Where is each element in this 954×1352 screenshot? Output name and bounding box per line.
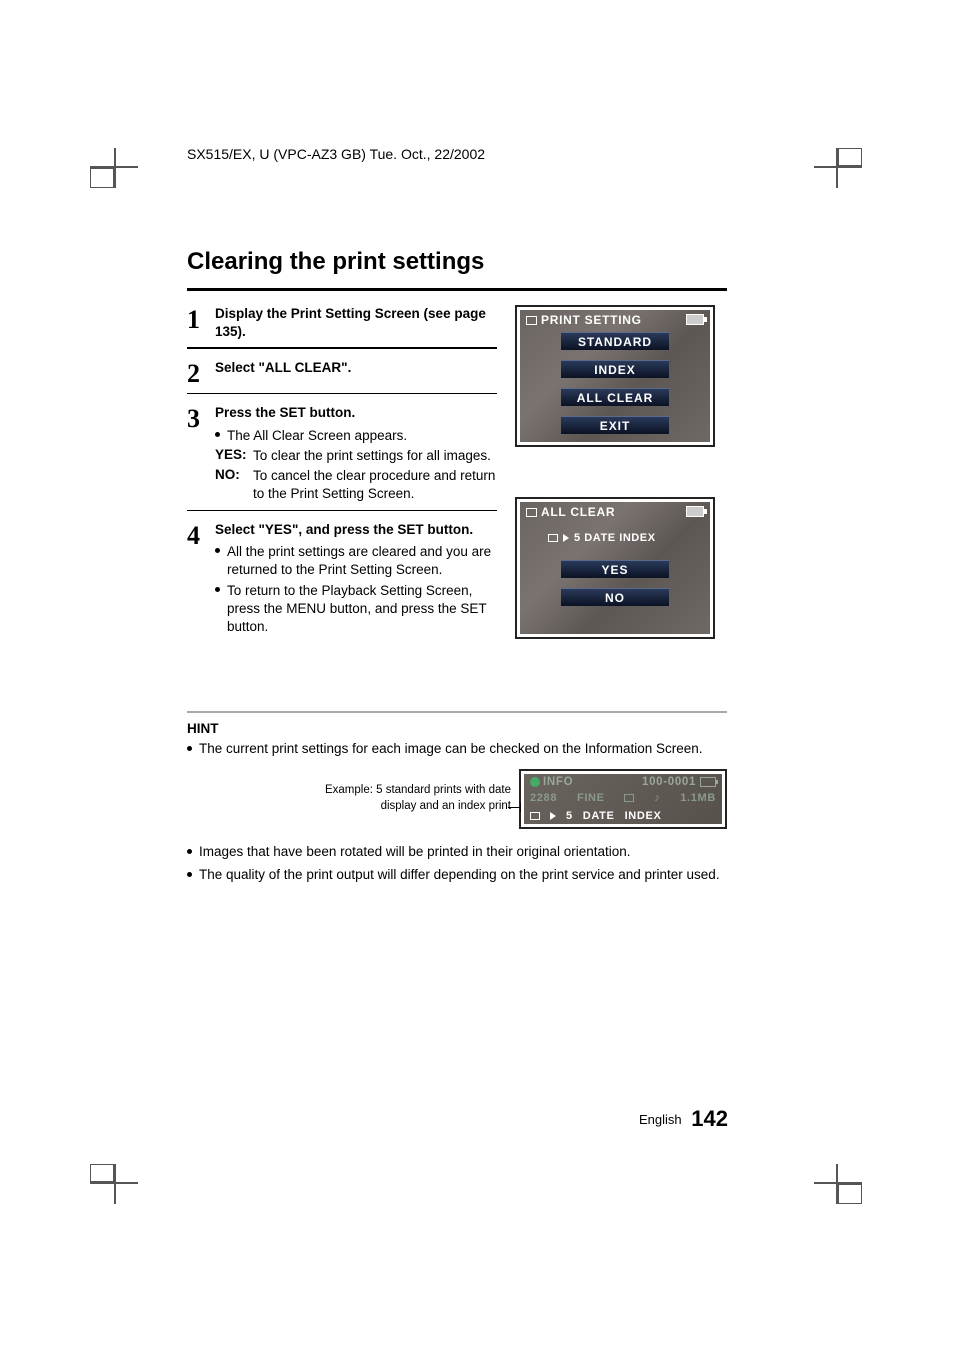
menu-exit: EXIT xyxy=(561,416,669,434)
battery-icon xyxy=(686,506,704,517)
info-fileno: 100-0001 xyxy=(642,776,696,788)
menu-index: INDEX xyxy=(561,360,669,378)
step-4-title: Select "YES", and press the SET button. xyxy=(215,521,497,539)
print-icon xyxy=(526,508,537,517)
lcd1-title: PRINT SETTING xyxy=(541,313,642,327)
no-text: To cancel the clear procedure and return… xyxy=(253,467,497,503)
info-top-row: INFO 100-0001 xyxy=(530,776,716,788)
lcd-info: INFO 100-0001 2288 FINE ♪ 1.1MB 5 xyxy=(519,769,727,829)
step-4-b1: All the print settings are cleared and y… xyxy=(227,544,491,577)
hint-rule xyxy=(187,711,727,713)
lcd2-info-row: 5 DATE INDEX xyxy=(548,532,656,544)
print-icon xyxy=(530,812,540,820)
info-icon xyxy=(530,777,540,787)
leader-line xyxy=(508,807,520,808)
hint-item: The quality of the print output will dif… xyxy=(187,866,727,885)
step-1-title: Display the Print Setting Screen (see pa… xyxy=(215,305,497,341)
step-3-no: NO: To cancel the clear procedure and re… xyxy=(215,467,497,503)
hint-3: The quality of the print output will dif… xyxy=(199,867,720,882)
footer-lang: English xyxy=(639,1112,682,1127)
running-header: SX515/EX, U (VPC-AZ3 GB) Tue. Oct., 22/2… xyxy=(187,146,485,162)
print-icon xyxy=(526,316,537,325)
step-2-title: Select "ALL CLEAR". xyxy=(215,359,497,377)
info-bot-row: 5 DATE INDEX xyxy=(530,810,682,822)
hint-1: The current print settings for each imag… xyxy=(199,741,703,756)
crop-mark-tr xyxy=(814,148,862,188)
page-footer: English 142 xyxy=(639,1106,728,1132)
info-caption-2: display and an index print xyxy=(325,799,511,815)
page-title: Clearing the print settings xyxy=(187,248,727,276)
step-1: 1 Display the Print Setting Screen (see … xyxy=(187,305,497,341)
step-3-title: Press the SET button. xyxy=(215,404,497,422)
menu-all-clear: ALL CLEAR xyxy=(561,388,669,406)
info-qual: FINE xyxy=(577,792,605,804)
step-4: 4 Select "YES", and press the SET button… xyxy=(187,521,497,638)
info-caption: Example: 5 standard prints with date dis… xyxy=(325,783,511,814)
step-rule xyxy=(187,347,497,349)
battery-icon xyxy=(700,777,716,787)
title-rule xyxy=(187,288,727,291)
step-4-b2: To return to the Playback Setting Screen… xyxy=(227,583,486,634)
hint-item: The current print settings for each imag… xyxy=(187,740,727,759)
footer-page: 142 xyxy=(691,1106,728,1131)
step-number: 4 xyxy=(187,521,215,549)
hint-2: Images that have been rotated will be pr… xyxy=(199,844,631,859)
step-number: 2 xyxy=(187,359,215,387)
step-rule xyxy=(187,510,497,512)
play-icon xyxy=(550,812,556,820)
hint-item: Images that have been rotated will be pr… xyxy=(187,843,727,862)
step-2: 2 Select "ALL CLEAR". xyxy=(187,359,497,387)
info-label-text: INFO xyxy=(543,776,573,788)
lcd1-title-row: PRINT SETTING xyxy=(526,313,642,327)
step-number: 1 xyxy=(187,305,215,333)
flash-icon xyxy=(624,794,634,802)
crop-mark-br xyxy=(814,1164,862,1204)
hint-label: HINT xyxy=(187,721,727,736)
lcd2-title: ALL CLEAR xyxy=(541,505,615,519)
info-mid-row: 2288 FINE ♪ 1.1MB xyxy=(530,792,716,804)
menu-standard: STANDARD xyxy=(561,332,669,350)
menu-no: NO xyxy=(561,588,669,606)
yes-text: To clear the print settings for all imag… xyxy=(253,447,497,465)
battery-icon xyxy=(686,314,704,325)
info-date: DATE xyxy=(583,810,615,822)
lcd2-title-row: ALL CLEAR xyxy=(526,505,615,519)
yes-label: YES: xyxy=(215,447,253,465)
print-icon xyxy=(548,534,558,542)
crop-mark-tl xyxy=(90,148,138,188)
play-icon xyxy=(563,534,569,542)
info-res: 2288 xyxy=(530,792,557,804)
step-rule xyxy=(187,393,497,395)
info-index: INDEX xyxy=(625,810,662,822)
lcd-all-clear: ALL CLEAR 5 DATE INDEX YES NO xyxy=(515,497,715,639)
lcd2-row: 5 DATE INDEX xyxy=(574,532,656,544)
hint-section: HINT The current print settings for each… xyxy=(187,721,727,885)
info-caption-1: Example: 5 standard prints with date xyxy=(325,783,511,799)
step-3: 3 Press the SET button. The All Clear Sc… xyxy=(187,404,497,503)
info-count: 5 xyxy=(566,810,573,822)
no-label: NO: xyxy=(215,467,253,503)
crop-mark-bl xyxy=(90,1164,138,1204)
lcd-print-setting: PRINT SETTING STANDARD INDEX ALL CLEAR E… xyxy=(515,305,715,447)
menu-yes: YES xyxy=(561,560,669,578)
step-3-bullet: The All Clear Screen appears. xyxy=(215,427,497,445)
step-3-yes: YES: To clear the print settings for all… xyxy=(215,447,497,465)
step-number: 3 xyxy=(187,404,215,432)
info-size: 1.1MB xyxy=(680,792,716,804)
step-4-bullet: To return to the Playback Setting Screen… xyxy=(215,582,497,637)
step-4-bullet: All the print settings are cleared and y… xyxy=(215,543,497,579)
note-icon: ♪ xyxy=(654,792,660,804)
step-3-b1: The All Clear Screen appears. xyxy=(227,428,407,443)
